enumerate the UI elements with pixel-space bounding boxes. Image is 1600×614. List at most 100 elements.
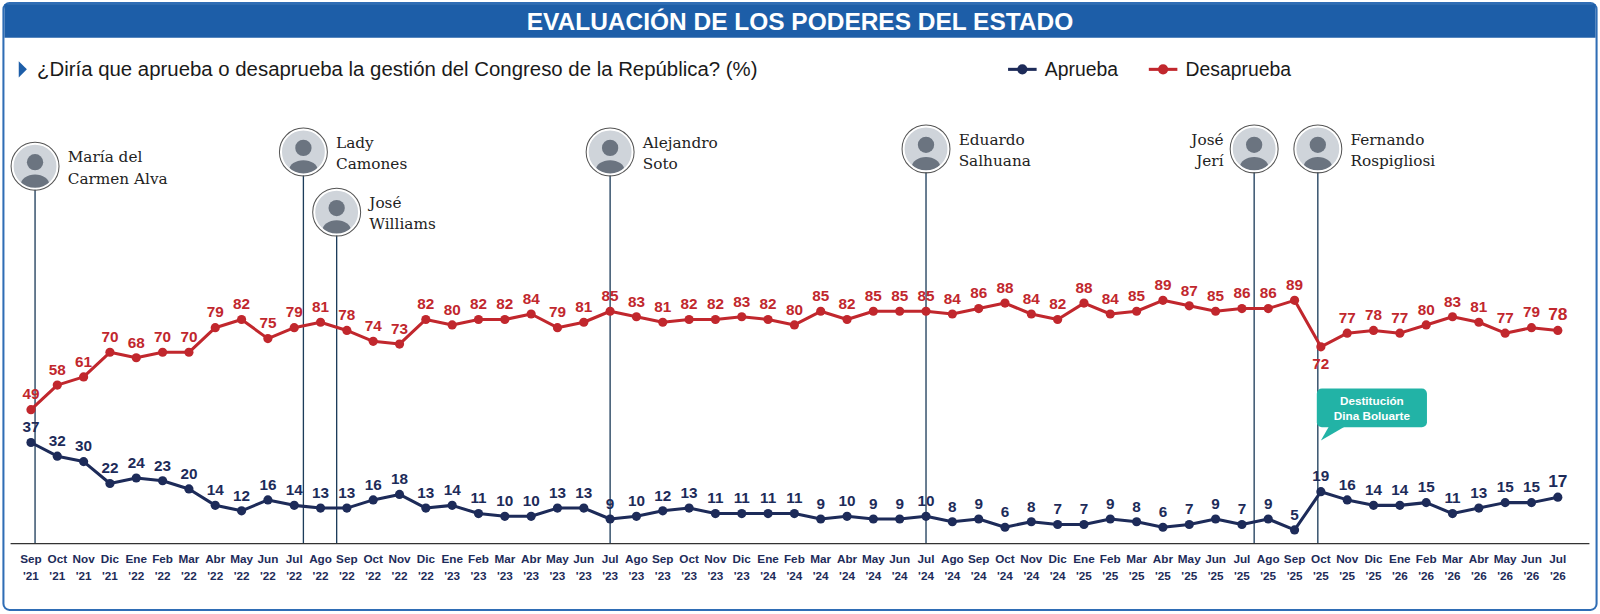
data-labels: 3732302224232014121614131316181314111010… bbox=[22, 276, 1567, 523]
x-tick-label: Sep'25 bbox=[1284, 552, 1306, 582]
data-label: 70 bbox=[101, 328, 118, 345]
series-marker bbox=[1422, 498, 1431, 507]
series-marker bbox=[1474, 318, 1483, 327]
x-tick-label-line: Sep bbox=[652, 552, 674, 565]
photo-body bbox=[21, 174, 50, 194]
series-marker bbox=[342, 326, 351, 335]
x-tick-label: Mar'22 bbox=[178, 552, 199, 582]
x-tick-label-line: '24 bbox=[971, 569, 987, 582]
series-marker bbox=[1290, 296, 1299, 305]
photo bbox=[281, 130, 326, 181]
photo-body bbox=[1240, 157, 1269, 177]
annotation-line bbox=[1253, 171, 1254, 543]
data-label: 82 bbox=[1049, 295, 1066, 312]
x-tick-label-line: '24 bbox=[997, 569, 1013, 582]
x-tick-label: May'24 bbox=[862, 552, 885, 582]
x-tick-label-line: '24 bbox=[760, 569, 776, 582]
x-tick-label-line: '24 bbox=[786, 569, 802, 582]
data-label: 84 bbox=[1102, 290, 1119, 307]
x-tick-label-line: Dic bbox=[1049, 552, 1068, 565]
annotation-line-text: Rospigliosi bbox=[1350, 152, 1435, 170]
series-marker bbox=[711, 315, 720, 324]
annotation-line bbox=[303, 174, 304, 543]
x-tick-label: Jun'23 bbox=[573, 552, 594, 582]
series-marker bbox=[184, 348, 193, 357]
series-marker bbox=[711, 509, 720, 518]
x-tick-label-line: '24 bbox=[944, 569, 960, 582]
annotation-line-text: Fernando bbox=[1350, 131, 1424, 149]
series-marker bbox=[685, 315, 694, 324]
x-tick-label-line: '24 bbox=[1050, 569, 1066, 582]
x-tick-label: Jul'23 bbox=[602, 552, 619, 582]
photo-border bbox=[313, 188, 361, 236]
subtitle-marker bbox=[19, 61, 27, 77]
photo-body bbox=[912, 157, 941, 177]
series-marker bbox=[1553, 493, 1562, 502]
data-label: 85 bbox=[891, 287, 908, 304]
data-label: 7 bbox=[1080, 500, 1089, 517]
x-tick-label-line: Oct bbox=[363, 552, 383, 565]
callout-line-text: Destitución bbox=[1340, 394, 1404, 407]
series-marker bbox=[974, 304, 983, 313]
callout-line-text: Dina Boluarte bbox=[1334, 409, 1411, 422]
x-tick-label: Sep'24 bbox=[968, 552, 989, 582]
x-tick-label: Oct'23 bbox=[679, 552, 699, 582]
callout-box bbox=[1317, 389, 1427, 428]
x-tick-label-line: Feb bbox=[152, 552, 173, 565]
annotations: María delCarmen AlvaLadyCamonesJoséWilli… bbox=[11, 125, 1435, 544]
title-banner bbox=[4, 4, 1595, 38]
data-label: 7 bbox=[1238, 500, 1247, 517]
data-label: 10 bbox=[496, 492, 513, 509]
data-label: 14 bbox=[1391, 481, 1408, 498]
x-tick-label-line: '23 bbox=[629, 569, 645, 582]
x-tick-label: Ene'22 bbox=[126, 552, 148, 582]
data-label: 9 bbox=[869, 495, 878, 512]
data-label: 58 bbox=[49, 361, 66, 378]
data-label: 10 bbox=[918, 492, 935, 509]
x-tick-label-line: Ago bbox=[1257, 552, 1280, 565]
data-label: 74 bbox=[365, 317, 382, 334]
data-label: 49 bbox=[22, 385, 39, 402]
series-marker bbox=[1527, 498, 1536, 507]
x-tick-label-line: '22 bbox=[339, 569, 355, 582]
series-marker bbox=[895, 514, 904, 523]
x-tick-label: Ago'23 bbox=[625, 552, 648, 582]
x-tick-label: Feb'25 bbox=[1100, 552, 1121, 582]
data-label: 13 bbox=[1470, 484, 1487, 501]
series-marker bbox=[948, 517, 957, 526]
x-tick-label: Jun'25 bbox=[1205, 552, 1226, 582]
x-tick-label-line: '22 bbox=[181, 569, 197, 582]
data-label: 79 bbox=[549, 303, 566, 320]
series-marker bbox=[26, 405, 35, 414]
series-marker bbox=[1158, 523, 1167, 532]
series-marker bbox=[790, 320, 799, 329]
data-label: 5 bbox=[1290, 506, 1299, 523]
x-tick-label: Sep'22 bbox=[336, 552, 358, 582]
annotation-label: EduardoSalhuana bbox=[959, 131, 1031, 170]
x-axis bbox=[11, 543, 1590, 544]
photo-border bbox=[1294, 125, 1342, 173]
data-label: 9 bbox=[1264, 495, 1273, 512]
x-tick-label: Sep'21 bbox=[20, 552, 42, 582]
data-label: 79 bbox=[1523, 303, 1540, 320]
chart: EVALUACIÓN DE LOS PODERES DEL ESTADO¿Dir… bbox=[0, 0, 1600, 614]
series-marker bbox=[316, 318, 325, 327]
x-tick-label: Ago'22 bbox=[309, 552, 332, 582]
x-tick-label-line: May bbox=[1178, 552, 1201, 565]
data-label: 13 bbox=[338, 484, 355, 501]
series-marker bbox=[500, 512, 509, 521]
series-marker bbox=[184, 484, 193, 493]
annotation-line bbox=[336, 235, 337, 544]
data-label: 81 bbox=[575, 298, 592, 315]
series-marker bbox=[1448, 312, 1457, 321]
x-tick-label: Ago'24 bbox=[941, 552, 964, 582]
data-label: 68 bbox=[128, 334, 145, 351]
x-tick-label-line: '23 bbox=[523, 569, 539, 582]
x-tick-label: Mar'23 bbox=[494, 552, 515, 582]
x-tick-label-line: Ene bbox=[1073, 552, 1095, 565]
x-tick-label-line: Jul bbox=[1549, 552, 1566, 565]
x-tick-label-line: '22 bbox=[392, 569, 408, 582]
x-tick-label-line: '24 bbox=[1023, 569, 1039, 582]
data-label: 83 bbox=[1444, 293, 1461, 310]
series-marker bbox=[1079, 298, 1088, 307]
